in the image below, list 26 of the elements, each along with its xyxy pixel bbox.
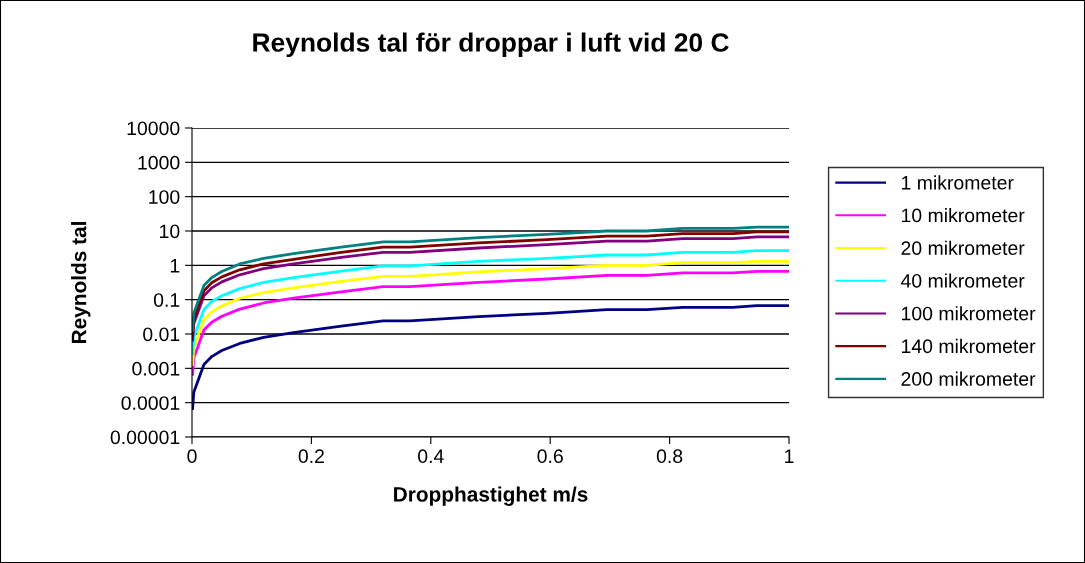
legend-label: 1 mikrometer (902, 175, 1014, 190)
y-axis-title: Reynolds tal (71, 222, 91, 344)
legend-label: 140 mikrometer (902, 338, 1036, 354)
x-tick-label: 0.8 (656, 449, 683, 464)
legend-label: 40 mikrometer (900, 273, 1025, 288)
y-tick-label: 10000 (127, 121, 180, 136)
x-tick-label: 0 (187, 449, 197, 464)
x-axis-title: Dropphastighet m/s (394, 486, 588, 506)
x-tick-label: 0.6 (537, 449, 563, 464)
y-tick-label: 0.0001 (121, 396, 180, 410)
legend-label: 10 mikrometer (902, 208, 1025, 223)
y-tick-label: 0.1 (153, 293, 180, 307)
x-tick-label: 0.2 (298, 449, 324, 464)
y-tick-label: 0.001 (132, 361, 180, 376)
x-tick-label: 1 (785, 449, 794, 463)
y-tick-label: 100 (149, 190, 180, 204)
x-tick-label: 0.4 (418, 449, 444, 464)
y-tick-label: 1 (170, 259, 180, 273)
y-tick-label: 1000 (138, 155, 180, 170)
y-tick-label: 0.01 (143, 327, 180, 342)
legend-label: 100 mikrometer (902, 306, 1036, 321)
chart-title: Reynolds tal för droppar i luft vid 20 C (253, 32, 729, 58)
y-tick-label: 10 (160, 224, 180, 239)
legend-label: 20 mikrometer (901, 240, 1025, 256)
legend-label: 200 mikrometer (901, 371, 1036, 386)
y-tick-label: 0.00001 (110, 430, 180, 445)
